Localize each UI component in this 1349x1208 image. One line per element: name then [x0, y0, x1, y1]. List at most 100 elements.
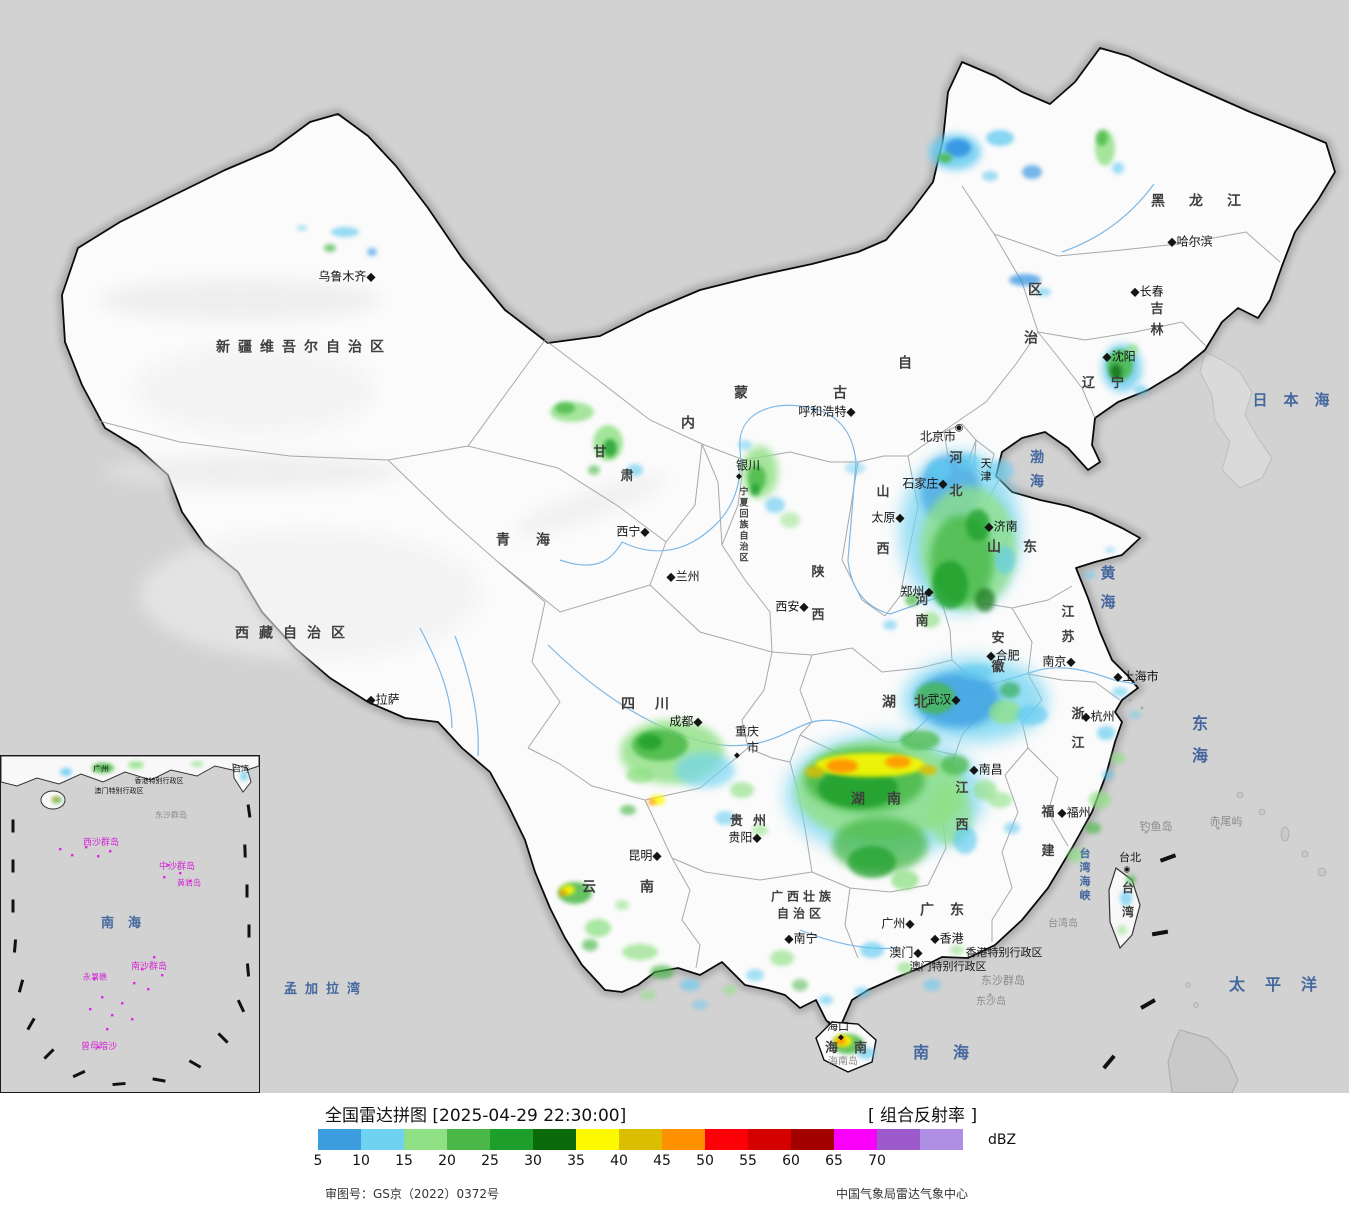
radar-echo	[367, 248, 377, 256]
inset-sea	[1, 756, 259, 1092]
island-dot	[59, 848, 62, 851]
island-dot	[97, 855, 100, 858]
radar-echo	[1016, 705, 1048, 725]
inset-island-dots	[59, 846, 192, 1049]
radar-echo	[897, 962, 913, 974]
radar-echo	[975, 588, 995, 612]
luzon-landmass	[1167, 1029, 1239, 1093]
inset-radar-echo	[53, 797, 57, 801]
boundary-dash-layer	[1102, 853, 1177, 1070]
nine-dash-segment	[243, 844, 247, 858]
radar-echo	[923, 979, 941, 991]
product-name: [ 组合反射率 ]	[868, 1106, 978, 1126]
island-dot	[189, 880, 192, 883]
radar-echo	[957, 664, 993, 680]
radar-echo	[1022, 165, 1042, 179]
radar-echo	[805, 766, 825, 778]
radar-echo	[1111, 752, 1125, 764]
radar-echo	[1067, 848, 1085, 862]
radar-echo	[1009, 274, 1041, 286]
radar-echo	[780, 512, 800, 528]
island-dot	[141, 968, 144, 971]
nine-dash-segment	[112, 1081, 126, 1087]
dbz-ticks: 5 10 15 20 25 30 35 40 45 50 55 60 65 70	[314, 1153, 1018, 1171]
korea-landmass	[1199, 351, 1273, 489]
radar-echo	[915, 682, 955, 714]
island-dot	[121, 1002, 124, 1005]
radar-echo	[989, 700, 1021, 724]
nine-dash-segment	[26, 1017, 36, 1031]
nine-dash-segment	[11, 859, 15, 873]
nine-dash-segment	[245, 884, 249, 898]
radar-echo	[680, 979, 700, 991]
radar-echo	[1120, 890, 1132, 906]
inset-radar-echo	[240, 771, 248, 781]
dbz-color-segment	[748, 1129, 791, 1150]
radar-echo	[750, 484, 760, 496]
radar-echo	[715, 811, 735, 825]
radar-echo	[748, 465, 766, 491]
radar-echo	[928, 460, 952, 480]
radar-echo	[626, 767, 654, 783]
island-dot	[131, 1018, 134, 1021]
nine-dash-segment	[11, 819, 15, 833]
island-dot	[147, 988, 150, 991]
dbz-color-segment	[318, 1129, 361, 1150]
island-dot	[85, 846, 88, 849]
island-dot	[179, 872, 182, 875]
radar-echo	[582, 939, 598, 951]
nine-dash-segment	[247, 924, 251, 938]
radar-echo	[620, 805, 636, 815]
radar-echo	[1112, 162, 1124, 174]
radar-echo	[885, 756, 911, 768]
china-radar-map: 新疆维吾尔自治区 西藏自治区 青海甘肃内蒙古自治区宁夏回族自治区 陕西 山西 河北 山东 河南…	[0, 0, 1349, 1093]
radar-echo	[770, 950, 794, 966]
radar-echo	[950, 945, 964, 955]
radar-echo	[627, 464, 643, 476]
dbz-color-segment	[533, 1129, 576, 1150]
map-title: 全国雷达拼图 [2025-04-29 22:30:00]	[325, 1106, 627, 1126]
radar-echo	[615, 900, 629, 910]
radar-echo	[1112, 687, 1128, 697]
radar-echo	[857, 1047, 875, 1059]
radar-echo	[622, 944, 658, 960]
radar-echo	[1084, 571, 1096, 579]
radar-echo	[986, 460, 1014, 480]
dbz-tick: 45	[653, 1153, 671, 1169]
radar-echo	[818, 768, 898, 808]
radar-echo	[1096, 130, 1108, 146]
nine-dash-segment	[246, 804, 252, 818]
radar-echo	[1102, 770, 1114, 780]
island-dot	[161, 974, 164, 977]
credit: 中国气象局雷达气象中心	[836, 1187, 969, 1201]
dbz-tick: 35	[567, 1153, 585, 1169]
radar-echo	[938, 153, 952, 163]
nine-dash-segment	[152, 1077, 166, 1083]
nine-dash-segment	[12, 939, 18, 953]
radar-echo	[1129, 711, 1141, 719]
radar-echo	[1089, 791, 1111, 809]
radar-echo	[1126, 875, 1136, 885]
nine-dash-segment	[11, 899, 15, 913]
radar-echo	[1004, 822, 1020, 834]
radar-echo	[900, 730, 940, 750]
radar-echo	[738, 440, 752, 450]
radar-echo	[854, 987, 870, 997]
radar-echo	[836, 1037, 846, 1045]
island-dot	[109, 850, 112, 853]
radar-echo	[585, 919, 611, 937]
radar-echo	[331, 227, 359, 237]
radar-echo	[819, 995, 833, 1005]
approval-number: 审图号：GS京（2022）0372号	[325, 1187, 499, 1201]
south-china-sea-inset: 南海 广州 香港特别行政区 澳门特别行政区 东沙群岛 台湾 西沙群岛 中沙群岛 黄岩岛 南沙群岛永…	[0, 755, 260, 1093]
dbz-tick: 5	[313, 1153, 323, 1169]
island-dot	[106, 1028, 109, 1031]
radar-echo	[559, 890, 567, 896]
radar-echo	[848, 846, 896, 878]
radar-echo	[845, 462, 865, 474]
radar-echo	[297, 225, 307, 231]
boundary-dash	[1159, 853, 1177, 863]
dbz-tick: 40	[610, 1153, 628, 1169]
radar-echo	[765, 497, 785, 513]
